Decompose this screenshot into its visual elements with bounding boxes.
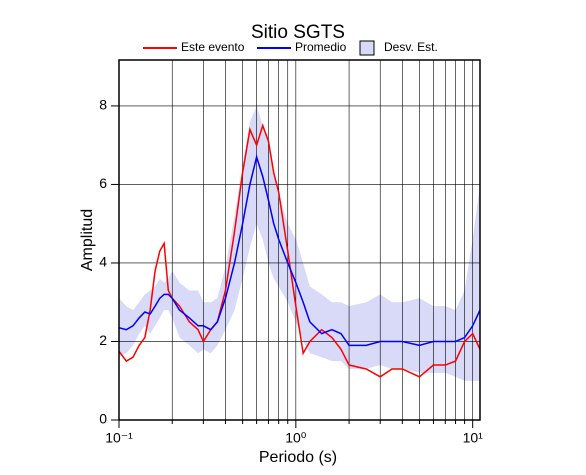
legend-label: Este evento (181, 40, 245, 54)
y-tick-label: 0 (99, 411, 107, 427)
plot-frame (118, 59, 481, 421)
y-tick-label: 2 (99, 332, 107, 348)
x-tick-label: 10¹ (463, 430, 484, 446)
series-line (119, 154, 480, 347)
series-line (119, 123, 480, 378)
x-tick-label: 10⁰ (285, 430, 307, 446)
y-axis-label: Amplitud (79, 209, 96, 271)
legend-label: Promedio (295, 40, 347, 54)
y-tick-label: 6 (99, 175, 107, 191)
legend-label: Desv. Est. (384, 40, 438, 54)
y-tick-label: 8 (99, 97, 107, 113)
x-axis-label: Periodo (s) (259, 449, 337, 466)
legend-swatch (359, 40, 375, 56)
y-tick-label: 4 (99, 254, 107, 270)
x-tick-label: 10⁻¹ (105, 430, 133, 446)
chart-title: Sitio SGTS (251, 22, 345, 43)
std-band (119, 105, 480, 381)
